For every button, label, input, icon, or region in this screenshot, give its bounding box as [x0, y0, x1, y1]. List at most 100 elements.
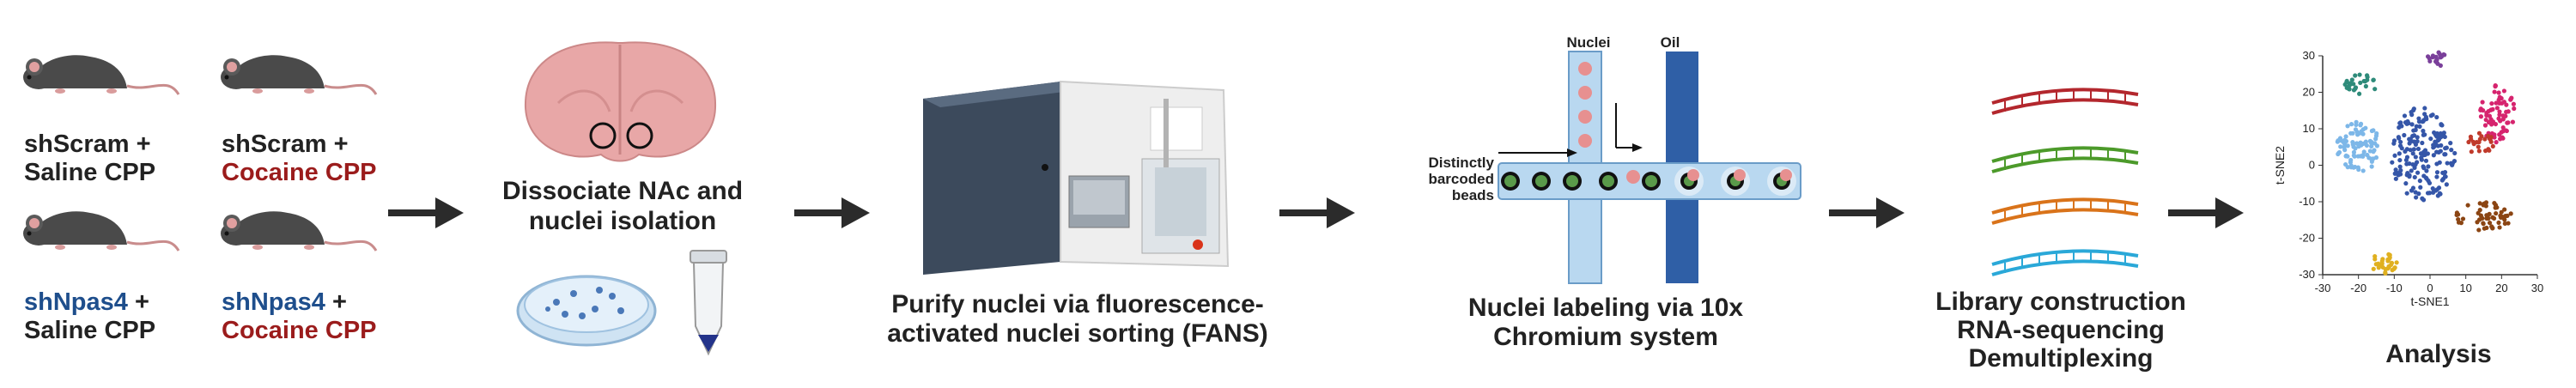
x-tick-label: 30: [2531, 282, 2543, 294]
tsne-point: [2371, 77, 2376, 82]
tsne-point: [2408, 148, 2413, 153]
tsne-point: [2499, 95, 2504, 101]
tsne-point: [2481, 221, 2486, 226]
tsne-point: [2433, 139, 2438, 144]
tsne-point: [2378, 263, 2383, 268]
tsne-point: [2385, 266, 2391, 271]
tsne-point: [2424, 168, 2429, 173]
dna-strand-orange-icon: [1991, 197, 2139, 225]
step-chromium-label: Nuclei labeling via 10x Chromium system: [1460, 294, 1752, 352]
tsne-point: [2490, 119, 2496, 124]
tsne-point: [2431, 145, 2436, 150]
condition-treatment: Saline CPP: [24, 159, 156, 186]
tsne-point: [2497, 109, 2502, 114]
tsne-point: [2372, 253, 2378, 259]
tsne-point: [2368, 156, 2374, 161]
tsne-point: [2435, 143, 2441, 149]
tsne-point: [2372, 141, 2378, 146]
tsne-point: [2415, 139, 2420, 144]
tsne-point: [2411, 147, 2416, 152]
tsne-point: [2466, 139, 2471, 145]
tsne-point: [2421, 173, 2427, 179]
condition-treatment: Cocaine CPP: [222, 317, 377, 344]
x-axis-label: t-SNE1: [2410, 294, 2449, 308]
tsne-point: [2431, 190, 2436, 195]
step-library-line3: Demultiplexing: [1968, 344, 2154, 373]
tsne-point: [2497, 112, 2502, 118]
tsne-point: [2422, 152, 2427, 157]
tsne-point: [2348, 122, 2354, 127]
tsne-point: [2505, 120, 2510, 125]
mouse-icon: [23, 55, 180, 95]
x-tick-label: 10: [2459, 282, 2471, 294]
tsne-point: [2371, 149, 2376, 155]
tsne-point: [2386, 252, 2391, 257]
tsne-point: [2345, 143, 2350, 149]
tsne-point: [2351, 149, 2357, 155]
tsne-point: [2421, 128, 2426, 134]
tsne-point: [2510, 119, 2516, 124]
tsne-point: [2341, 139, 2346, 144]
tsne-point: [2422, 112, 2427, 117]
tsne-point: [2452, 150, 2458, 156]
tsne-point: [2352, 164, 2358, 170]
tsne-point: [2389, 262, 2394, 268]
tsne-point: [2397, 151, 2402, 156]
tsne-point: [2336, 151, 2341, 157]
x-tick-label: -10: [2386, 282, 2403, 294]
tsne-point: [2434, 114, 2439, 120]
tsne-point: [2394, 260, 2399, 265]
tsne-point: [2431, 153, 2436, 158]
condition-plus: +: [127, 288, 149, 316]
tsne-point: [2425, 54, 2431, 59]
tsne-point: [2414, 124, 2419, 129]
tsne-point: [2440, 170, 2445, 175]
tsne-point: [2482, 226, 2487, 231]
y-tick-label: 20: [2303, 86, 2315, 99]
tsne-point: [2430, 53, 2436, 58]
tsne-point: [2504, 109, 2509, 115]
step-library-label: Library construction RNA-sequencing Demu…: [1919, 288, 2202, 373]
y-axis-label: t-SNE2: [2273, 146, 2287, 185]
nuclei-channel-label: Nuclei: [1566, 34, 1611, 51]
condition-shnpas4-saline: shNpas4 + Saline CPP: [24, 288, 155, 345]
tsne-point: [2383, 270, 2388, 276]
tsne-point: [2478, 213, 2483, 218]
tsne-point: [2415, 135, 2420, 140]
y-tick-label: -30: [2299, 268, 2315, 281]
tsne-point: [2433, 149, 2439, 155]
tsne-point: [2348, 130, 2354, 136]
tsne-point: [2476, 227, 2482, 233]
dna-strand-blue-icon: [1991, 249, 2139, 276]
microfluidic-chip-icon: [1498, 51, 1801, 284]
tsne-point: [2451, 159, 2458, 164]
tsne-point: [2417, 179, 2422, 184]
tsne-point: [2445, 161, 2450, 166]
tsne-point: [2385, 258, 2391, 264]
tube-icon: [690, 250, 727, 356]
tsne-point: [2365, 75, 2370, 80]
tsne-point: [2416, 119, 2422, 124]
tsne-point: [2421, 118, 2426, 124]
tsne-point: [2411, 139, 2416, 144]
tsne-point: [2415, 170, 2421, 175]
tsne-point: [2415, 146, 2421, 152]
tsne-point: [2506, 221, 2511, 226]
tsne-point: [2497, 225, 2502, 230]
step-library-line2: RNA-sequencing: [1957, 316, 2165, 344]
tsne-point: [2434, 174, 2439, 179]
cell-sorter-instrument-icon: [923, 80, 1230, 275]
tsne-point: [2402, 132, 2407, 138]
tsne-point: [2433, 132, 2438, 137]
tsne-point: [2444, 145, 2449, 150]
tsne-point: [2434, 57, 2439, 63]
arrow-icon: [2168, 197, 2244, 228]
mouse-icon: [221, 55, 378, 95]
tsne-point: [2489, 100, 2494, 106]
tsne-point: [2454, 212, 2459, 218]
tsne-point: [2477, 201, 2482, 206]
tsne-point: [2489, 224, 2494, 229]
tsne-point: [2438, 55, 2443, 60]
tsne-point: [2392, 153, 2397, 158]
tsne-point: [2441, 130, 2446, 136]
